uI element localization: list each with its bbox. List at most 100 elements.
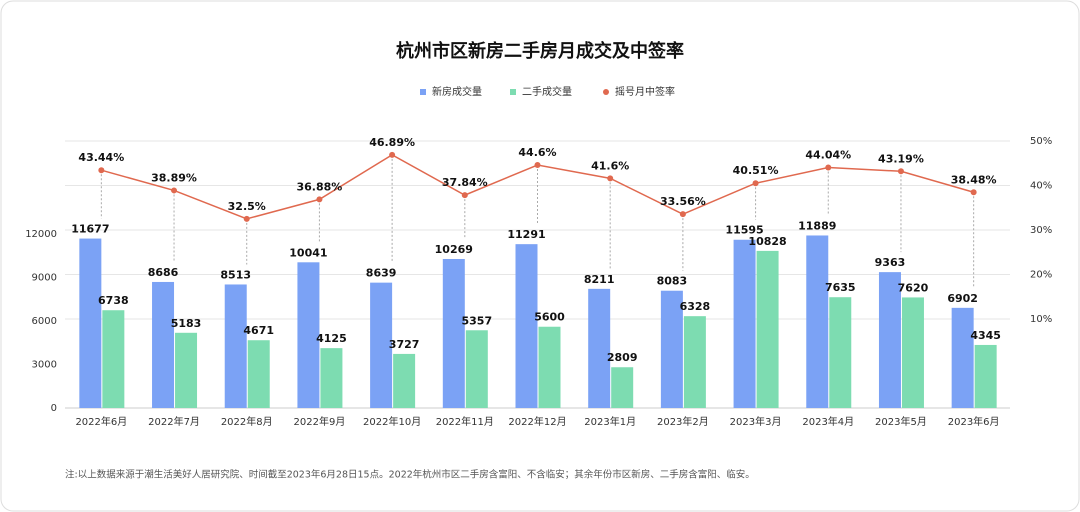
value-label: 8639	[366, 267, 397, 280]
x-tick-label: 2023年2月	[657, 415, 709, 428]
y-tick-label: 6000	[32, 316, 57, 327]
value-label: 8083	[657, 275, 688, 288]
value-label: 10828	[748, 235, 786, 248]
x-tick-label: 2022年10月	[363, 415, 421, 428]
value-label: 38.48%	[951, 173, 997, 186]
bar	[878, 272, 901, 408]
value-label: 6902	[947, 292, 978, 305]
bar	[829, 297, 852, 408]
bar	[806, 235, 829, 408]
bar	[611, 367, 634, 408]
value-label: 5600	[534, 311, 565, 324]
value-label: 38.89%	[151, 171, 197, 184]
value-label: 2809	[607, 351, 638, 364]
bar	[901, 297, 924, 408]
value-label: 11889	[798, 219, 836, 232]
line-marker	[752, 180, 759, 187]
value-label: 10269	[435, 243, 473, 256]
line-marker	[171, 187, 178, 194]
line-marker	[316, 196, 323, 203]
x-tick-label: 2022年6月	[75, 415, 127, 428]
y-tick-label: 0	[51, 403, 57, 414]
value-label: 46.89%	[369, 136, 415, 149]
bar	[465, 330, 488, 408]
value-label: 41.6%	[591, 159, 629, 172]
value-label: 11677	[71, 223, 109, 236]
value-label: 7635	[825, 281, 856, 294]
y-tick-label: 3000	[32, 359, 57, 370]
bar	[79, 238, 102, 408]
legend-label: 新房成交量	[432, 85, 482, 98]
legend-swatch	[420, 89, 426, 95]
bar	[247, 340, 270, 408]
legend-swatch	[510, 89, 516, 95]
value-label: 9363	[875, 256, 906, 269]
line-marker	[243, 215, 250, 222]
y2-tick-label: 20%	[1030, 270, 1052, 281]
value-label: 44.04%	[805, 149, 851, 162]
value-label: 5357	[461, 314, 492, 327]
line-marker	[607, 175, 614, 182]
line-marker	[970, 189, 977, 196]
y-tick-label: 9000	[32, 272, 57, 283]
x-tick-label: 2023年3月	[730, 415, 782, 428]
x-tick-label: 2022年8月	[221, 415, 273, 428]
bar	[370, 282, 393, 408]
chart-title: 杭州市区新房二手房月成交及中签率	[396, 40, 684, 62]
value-label: 11595	[725, 224, 763, 237]
line-marker	[897, 168, 904, 175]
x-tick-label: 2023年6月	[948, 415, 1000, 428]
value-label: 4345	[970, 329, 1001, 342]
value-label: 8686	[148, 266, 179, 279]
x-tick-label: 2022年12月	[508, 415, 566, 428]
bar	[683, 316, 706, 408]
bar	[515, 244, 538, 408]
value-label: 36.88%	[297, 180, 343, 193]
bar	[393, 353, 416, 408]
line-marker	[98, 167, 105, 174]
line-marker	[679, 211, 686, 218]
bar	[442, 258, 465, 408]
value-label: 8513	[220, 268, 251, 281]
value-label: 6328	[680, 300, 711, 313]
x-tick-label: 2022年7月	[148, 415, 200, 428]
x-tick-label: 2023年5月	[875, 415, 927, 428]
value-label: 7620	[898, 281, 929, 294]
bar	[974, 344, 997, 408]
bar	[152, 281, 175, 408]
x-tick-label: 2022年11月	[436, 415, 494, 428]
y-tick-label: 12000	[25, 229, 57, 240]
line-marker	[389, 151, 396, 158]
x-tick-label: 2022年9月	[294, 415, 346, 428]
value-label: 40.51%	[733, 164, 779, 177]
value-label: 11291	[507, 228, 545, 241]
bar	[297, 262, 320, 408]
bar	[756, 250, 779, 408]
legend-label: 摇号月中签率	[615, 85, 675, 98]
legend-swatch	[603, 89, 609, 95]
value-label: 4125	[316, 332, 347, 345]
bar	[224, 284, 247, 408]
y2-tick-label: 10%	[1030, 314, 1052, 325]
y2-tick-label: 50%	[1030, 136, 1052, 147]
bar	[588, 288, 611, 408]
bar	[538, 326, 561, 408]
value-label: 5183	[171, 317, 202, 330]
bar	[951, 307, 974, 408]
line-marker	[461, 192, 468, 199]
value-label: 8211	[584, 273, 615, 286]
x-tick-label: 2023年4月	[802, 415, 854, 428]
value-label: 32.5%	[228, 200, 266, 213]
value-label: 10041	[289, 246, 327, 259]
bar	[320, 348, 343, 408]
line-marker	[534, 162, 541, 169]
y2-tick-label: 40%	[1030, 181, 1052, 192]
bar	[102, 310, 125, 408]
value-label: 6738	[98, 294, 129, 307]
bar	[175, 332, 198, 408]
legend-label: 二手成交量	[522, 85, 572, 98]
value-label: 43.44%	[78, 151, 124, 164]
